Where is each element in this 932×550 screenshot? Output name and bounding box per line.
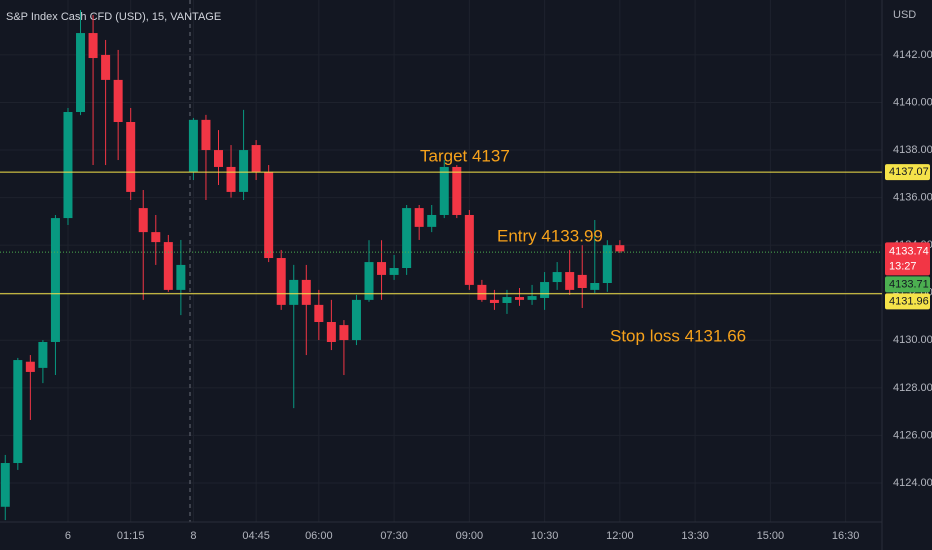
price-tag-label: 4131.96 [889,295,929,307]
annotation: Stop loss 4131.66 [610,326,746,345]
candle-body [239,150,249,192]
candle-body [389,268,399,275]
candle-body [377,262,387,275]
candle-body [76,33,86,113]
candle-body [151,232,161,243]
y-tick-label: 4126.00 [893,429,932,441]
candle-body [540,282,550,298]
y-tick-label: 4128.00 [893,382,932,394]
candle-body [13,360,23,464]
price-tag [885,293,930,310]
candle-body [251,145,261,172]
candle-body [101,54,111,80]
price-tag-label: 4137.07 [889,166,929,178]
countdown-label: 13:27 [889,260,917,272]
x-tick-label: 16:30 [832,530,860,542]
candle-body [201,119,211,151]
candle-body [464,214,474,285]
price-tag [885,164,930,181]
candle-body [314,304,324,322]
last-price-tag [885,242,930,276]
candle-body [138,208,148,233]
candle-body [577,274,587,288]
candle-body [439,166,449,215]
y-tick-label: 4124.00 [893,477,932,489]
candle-body [113,79,123,122]
currency-label: USD [893,9,916,21]
candle-body [213,150,223,167]
candle-body [264,171,274,259]
x-tick-label: 04:45 [242,530,270,542]
price-tag-label: 4133.71 [889,278,929,290]
candle-body [276,258,286,305]
candle-body [0,463,10,507]
candle-body [126,121,136,192]
x-tick-label: 01:15 [117,530,145,542]
candle-body [25,361,35,372]
x-tick-label: 09:00 [456,530,484,542]
x-tick-label: 12:00 [606,530,634,542]
x-tick-label: 15:00 [757,530,785,542]
x-tick-label: 6 [65,530,71,542]
candle-body [326,321,336,342]
candle-body [552,272,562,283]
y-tick-label: 4136.00 [893,192,932,204]
candle-body [163,242,173,290]
annotation: Entry 4133.99 [497,226,603,245]
candle-body [226,166,236,192]
candle-body [364,262,374,300]
x-tick-label: 8 [190,530,196,542]
x-tick-label: 06:00 [305,530,333,542]
candle-body [477,284,487,300]
candle-body [527,296,537,300]
candle-body [590,282,600,290]
annotation: Target 4137 [420,146,510,165]
candle-body [427,214,437,227]
candle-body [515,297,525,300]
candle-body [615,245,625,252]
candle-body [301,279,311,305]
x-tick-label: 13:30 [681,530,709,542]
chart-title: S&P Index Cash CFD (USD), 15, VANTAGE [6,11,221,23]
candle-body [452,166,462,215]
candle-body [489,299,499,303]
candle-body [38,341,48,368]
candle-body [50,218,60,342]
y-tick-label: 4142.00 [893,49,932,61]
candle-body [188,119,198,172]
y-tick-label: 4138.00 [893,144,932,156]
candle-body [63,112,73,219]
candle-body [88,33,98,59]
candle-body [502,297,512,303]
y-tick-label: 4130.00 [893,334,932,346]
x-tick-label: 07:30 [380,530,408,542]
candle-body [565,272,575,290]
candle-body [351,299,361,341]
candle-body [289,279,299,305]
price-tag [885,276,930,293]
candle-body [602,245,612,283]
y-tick-label: 4140.00 [893,96,932,108]
x-tick-label: 10:30 [531,530,559,542]
last-price-label: 4133.74 [889,245,929,257]
candle-body [402,208,412,269]
candle-body [176,264,186,290]
candle-body [414,208,424,227]
candle-body [339,325,349,341]
